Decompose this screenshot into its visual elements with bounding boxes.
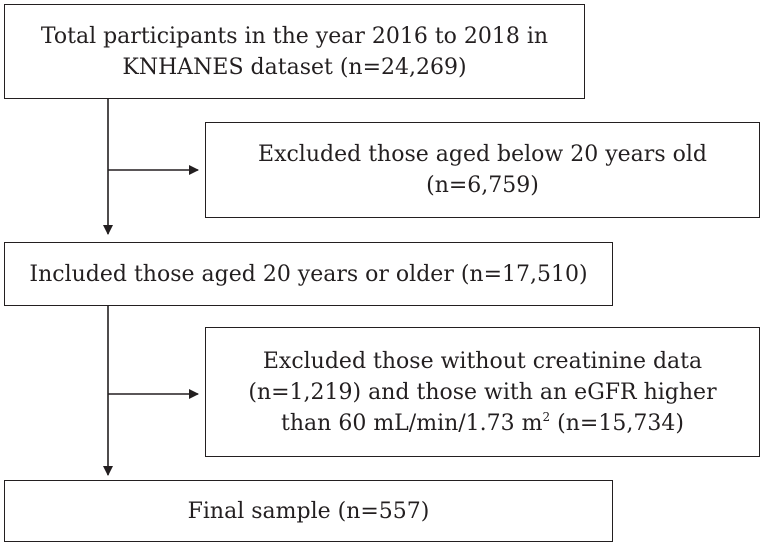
- excluded-egfr-line-2: (n=1,219) and those with an eGFR higher: [248, 379, 717, 405]
- excluded-egfr-line-3: than 60 mL/min/1.73 m2 (n=15,734): [248, 408, 716, 439]
- superscript-two: 2: [542, 409, 551, 424]
- excluded-age-box: Excluded those aged below 20 years old (…: [205, 122, 760, 218]
- excluded-egfr-line-3-count: (n=15,734): [550, 410, 684, 436]
- final-sample-box: Final sample (n=557): [4, 480, 613, 542]
- excluded-egfr-box: Excluded those without creatinine data (…: [205, 327, 760, 457]
- included-line-1: Included those aged 20 years or older (n…: [29, 261, 588, 287]
- included-box: Included those aged 20 years or older (n…: [4, 242, 613, 306]
- excluded-egfr-line-3-main: than 60 mL/min/1.73 m: [281, 410, 543, 436]
- excluded-egfr-line-1: Excluded those without creatinine data: [262, 348, 703, 374]
- final-sample-line-1: Final sample (n=557): [187, 498, 430, 524]
- excluded-age-line-2: (n=6,759): [426, 173, 539, 198]
- total-participants-box: Total participants in the year 2016 to 2…: [4, 4, 585, 99]
- total-participants-line-1: Total participants in the year 2016 to 2…: [40, 23, 549, 49]
- total-participants-line-2: KNHANES dataset (n=24,269): [122, 54, 467, 80]
- excluded-age-line-1: Excluded those aged below 20 years old: [258, 142, 707, 167]
